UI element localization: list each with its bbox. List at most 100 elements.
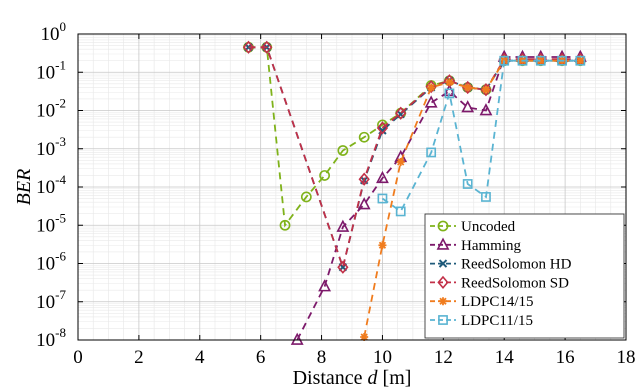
data-point bbox=[576, 56, 585, 65]
y-tick-base: 10 bbox=[36, 101, 55, 122]
data-point bbox=[357, 197, 371, 210]
data-point bbox=[427, 83, 436, 92]
y-tick-base: 10 bbox=[36, 254, 55, 275]
data-point bbox=[358, 131, 370, 143]
y-tick-base: 10 bbox=[36, 177, 55, 198]
data-point bbox=[575, 55, 586, 66]
legend-entry: Hamming bbox=[430, 237, 521, 254]
data-point bbox=[377, 193, 388, 204]
legend-label: LDPC11/15 bbox=[461, 313, 533, 329]
y-tick-exponent: -4 bbox=[55, 172, 66, 187]
x-axis-title-var: d bbox=[368, 367, 379, 389]
legend-entry: ReedSolomon HD bbox=[430, 257, 572, 273]
legend-box bbox=[424, 213, 625, 339]
data-point bbox=[395, 106, 407, 120]
y-tick-base: 10 bbox=[36, 62, 55, 83]
data-point bbox=[261, 40, 273, 54]
y-tick-label: 10-5 bbox=[36, 210, 66, 236]
data-point bbox=[300, 191, 312, 203]
x-tick-label: 8 bbox=[317, 347, 327, 368]
x-axis-title: Distance d [m] bbox=[293, 367, 412, 389]
data-point bbox=[360, 332, 369, 341]
data-point bbox=[376, 121, 389, 135]
data-point bbox=[395, 206, 406, 217]
data-point bbox=[535, 55, 546, 66]
x-tick-label: 0 bbox=[73, 347, 83, 368]
x-tick-label: 16 bbox=[556, 347, 575, 368]
y-tick-exponent: -6 bbox=[55, 249, 66, 264]
y-tick-exponent: -3 bbox=[55, 134, 66, 149]
data-point bbox=[358, 172, 370, 186]
data-point bbox=[290, 332, 304, 345]
legend-marker bbox=[439, 297, 447, 306]
data-point bbox=[319, 170, 330, 181]
y-tick-exponent: -8 bbox=[55, 325, 66, 340]
legend-entry: ReedSolomon SD bbox=[430, 275, 569, 291]
x-tick-label: 4 bbox=[195, 347, 205, 368]
data-point bbox=[557, 55, 567, 66]
legend: Uncoded Hamming ReedSolomon HD ReedSolomon … bbox=[424, 213, 625, 339]
legend-entry: LDPC14/15 bbox=[430, 294, 534, 310]
x-tick-label: 6 bbox=[256, 347, 266, 368]
legend-marker bbox=[437, 220, 449, 232]
legend-label: Uncoded bbox=[461, 219, 516, 235]
legend-marker bbox=[438, 315, 448, 325]
data-point bbox=[517, 55, 528, 66]
data-point bbox=[499, 55, 510, 66]
series-line bbox=[296, 56, 581, 341]
x-tick-label: 10 bbox=[373, 347, 392, 368]
x-axis-title-prefix: Distance bbox=[293, 367, 368, 389]
series-5 bbox=[377, 55, 586, 217]
data-point bbox=[479, 103, 493, 116]
plot-area bbox=[242, 40, 587, 345]
data-point bbox=[337, 260, 349, 274]
y-tick-base: 10 bbox=[36, 292, 55, 313]
x-tick-label: 12 bbox=[434, 347, 453, 368]
data-point bbox=[396, 158, 405, 167]
data-point bbox=[462, 179, 473, 189]
legend-marker bbox=[438, 259, 448, 268]
y-axis-title: BER bbox=[13, 169, 35, 206]
y-tick-label: 10-2 bbox=[36, 96, 66, 122]
data-point bbox=[279, 219, 291, 231]
data-point bbox=[481, 192, 491, 202]
data-point bbox=[337, 145, 349, 156]
y-tick-label: 10-7 bbox=[36, 287, 66, 313]
data-point bbox=[445, 78, 454, 87]
legend-label: ReedSolomon HD bbox=[461, 257, 572, 273]
data-point bbox=[376, 170, 389, 184]
data-point bbox=[426, 147, 437, 158]
y-tick-base: 10 bbox=[36, 139, 55, 160]
data-point bbox=[463, 83, 472, 92]
x-tick-label: 18 bbox=[617, 347, 635, 368]
legend-marker bbox=[437, 275, 449, 290]
y-tick-label: 10-6 bbox=[36, 249, 66, 275]
legend-label: ReedSolomon SD bbox=[461, 275, 569, 291]
y-tick-label: 100 bbox=[41, 19, 67, 45]
series-0 bbox=[243, 41, 586, 231]
y-tick-exponent: 0 bbox=[60, 19, 67, 34]
data-point bbox=[444, 88, 455, 99]
data-point bbox=[424, 95, 438, 108]
data-point bbox=[242, 40, 255, 54]
data-point bbox=[461, 100, 475, 113]
y-tick-label: 10-3 bbox=[36, 134, 66, 160]
y-tick-base: 10 bbox=[36, 330, 55, 351]
x-tick-label: 14 bbox=[495, 347, 515, 368]
legend-marker bbox=[436, 237, 450, 250]
legend-label: LDPC14/15 bbox=[461, 294, 534, 310]
legend-entry: Uncoded bbox=[430, 219, 516, 235]
y-tick-base: 10 bbox=[36, 215, 55, 236]
series-line bbox=[248, 46, 581, 271]
y-tick-label: 10-1 bbox=[36, 57, 66, 83]
y-tick-label: 10-8 bbox=[36, 325, 66, 351]
data-point bbox=[336, 219, 350, 232]
y-tick-exponent: -5 bbox=[55, 210, 66, 225]
axis-ticks: 0 2 4 6 8 10 12 14 16 1810010-110-210-310-410-510… bbox=[36, 19, 635, 368]
legend-label: Hamming bbox=[461, 238, 521, 254]
series-line bbox=[381, 59, 581, 213]
y-tick-exponent: -1 bbox=[55, 57, 66, 72]
x-axis-title-unit: [m] bbox=[378, 367, 412, 389]
legend-entry: LDPC11/15 bbox=[430, 313, 533, 329]
